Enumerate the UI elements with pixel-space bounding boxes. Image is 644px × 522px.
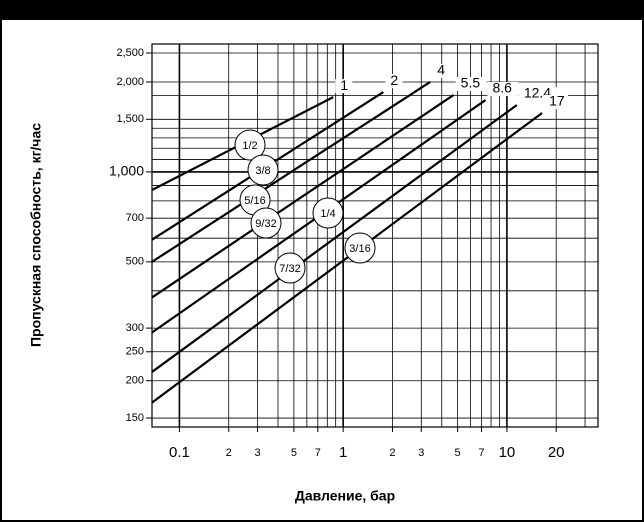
x-tick-label: 20 [548, 444, 565, 461]
x-tick-label: 5 [291, 447, 297, 459]
x-tick-label: 3 [418, 447, 424, 459]
y-tick-label: 250 [126, 346, 144, 358]
header-bar [0, 0, 644, 20]
x-tick-label: 5 [455, 447, 461, 459]
x-tick-label: 1 [339, 444, 347, 461]
series-marker-circle [344, 232, 376, 264]
plot-border [151, 43, 599, 428]
y-tick-label: 500 [126, 256, 144, 268]
legend-label: 1/2 [242, 140, 257, 152]
y-tick-label: 200 [126, 375, 144, 387]
y-tick-label: 300 [126, 322, 144, 334]
line-series [151, 112, 543, 404]
end-label-bg [335, 79, 353, 94]
legend-label: 3/16 [349, 243, 370, 255]
x-tick-label: 7 [478, 447, 484, 459]
series-marker-circle [250, 207, 282, 239]
x-tick-label: 3 [254, 447, 260, 459]
y-tick-label: 2,500 [116, 47, 144, 59]
end-label: 5.5 [461, 75, 481, 91]
legend-label: 9/32 [255, 218, 276, 230]
legend-label: 3/8 [255, 165, 270, 177]
line-series [151, 81, 431, 263]
x-tick-label: 0.1 [169, 444, 190, 461]
end-label-bg [487, 82, 519, 97]
y-tick-label: 1,000 [109, 163, 144, 179]
legend-label: 7/32 [279, 263, 300, 275]
x-axis-label: Давление, бар [295, 488, 395, 504]
end-label: 17 [549, 93, 565, 109]
legend-label: 5/16 [244, 195, 265, 207]
y-tick-label: 150 [126, 412, 144, 424]
end-label: 1 [340, 77, 348, 93]
legend-label: 1/4 [320, 208, 335, 220]
end-label-bg [385, 74, 403, 89]
y-tick-label: 700 [126, 212, 144, 224]
y-tick-label: 2,000 [116, 76, 144, 88]
end-label-bg [432, 63, 450, 78]
series-marker-circle [274, 252, 306, 284]
x-tick-label: 2 [226, 447, 232, 459]
x-tick-label: 7 [315, 447, 321, 459]
series-marker-circle [312, 197, 344, 229]
end-label: 2 [390, 72, 398, 88]
series-marker-circle [234, 129, 266, 161]
line-series [151, 104, 518, 373]
x-tick-label: 10 [499, 444, 516, 461]
line-series [151, 94, 455, 299]
x-tick-label: 2 [389, 447, 395, 459]
end-label-bg [455, 76, 487, 91]
end-label-bg [544, 94, 569, 109]
y-axis-label: Пропускная способность, кг/час [28, 123, 44, 347]
y-tick-label: 1,500 [116, 113, 144, 125]
end-label: 4 [437, 62, 445, 78]
series-marker-circle [247, 154, 279, 186]
end-label: 8.6 [492, 80, 512, 96]
